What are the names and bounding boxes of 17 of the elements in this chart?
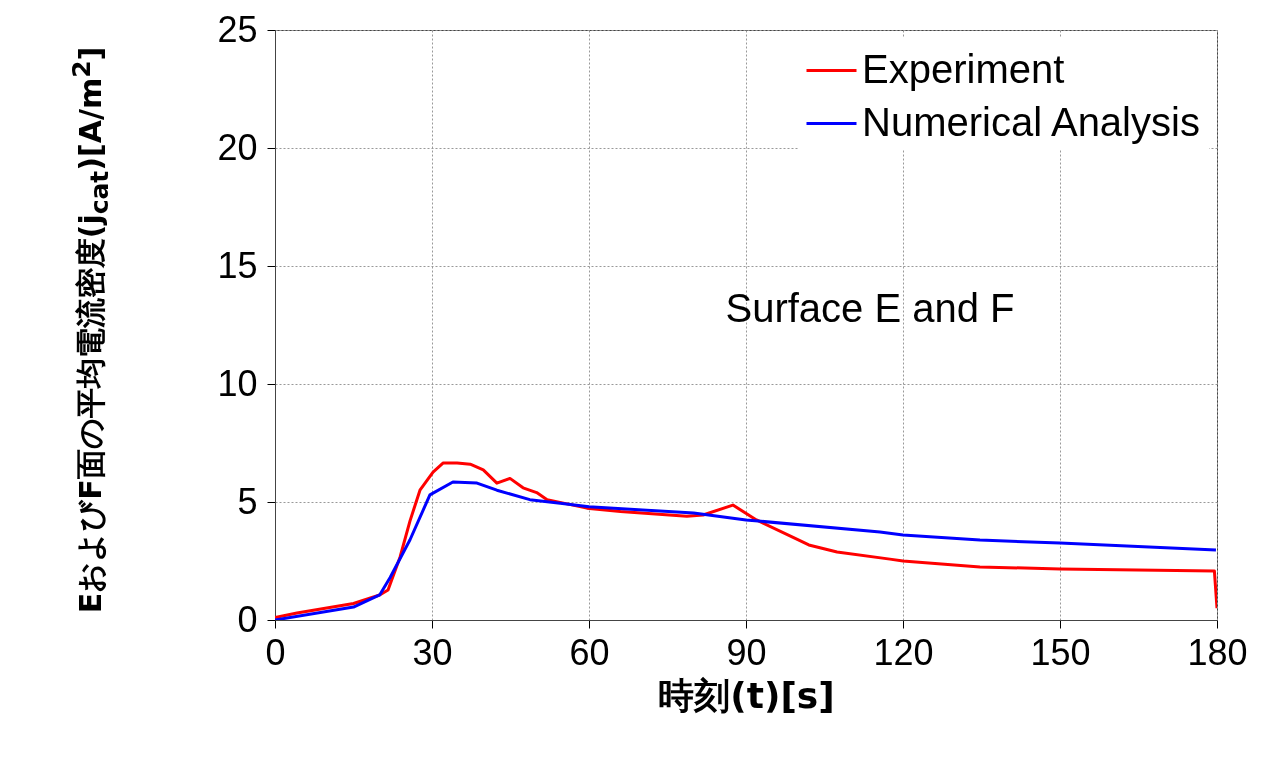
legend-label: Experiment	[862, 46, 1065, 91]
annotation: Surface E and F	[725, 286, 1015, 330]
x-tick-label: 60	[569, 631, 610, 673]
y-tick-label: 25	[217, 8, 258, 50]
y-tick-label: 5	[237, 480, 258, 522]
x-tick-label: 30	[412, 631, 453, 673]
y-tick-label: 10	[217, 362, 258, 404]
x-tick-label: 180	[1187, 631, 1248, 673]
x-tick-label: 150	[1030, 631, 1091, 673]
legend-label: Numerical Analysis	[862, 99, 1200, 144]
x-tick-label: 0	[265, 631, 286, 673]
y-tick-label: 15	[217, 244, 258, 286]
x-axis-title: 時刻(t)[s]	[658, 674, 835, 716]
x-tick-label: 90	[726, 631, 767, 673]
x-tick-label: 120	[873, 631, 934, 673]
y-tick-label: 0	[237, 598, 258, 640]
y-tick-label: 20	[217, 126, 258, 168]
